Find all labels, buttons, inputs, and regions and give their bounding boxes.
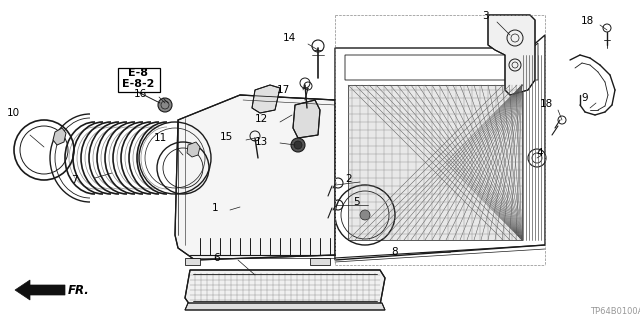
Circle shape <box>323 216 331 224</box>
Text: 8: 8 <box>392 247 398 257</box>
Bar <box>118 68 160 92</box>
Circle shape <box>158 98 172 112</box>
Text: 16: 16 <box>134 89 147 99</box>
Polygon shape <box>175 95 335 260</box>
Text: 15: 15 <box>220 132 233 142</box>
Text: 3: 3 <box>483 11 489 21</box>
Polygon shape <box>348 85 522 240</box>
Polygon shape <box>185 270 385 305</box>
Polygon shape <box>185 303 385 310</box>
Text: 7: 7 <box>72 175 78 185</box>
Text: 2: 2 <box>346 174 352 184</box>
Polygon shape <box>252 85 280 113</box>
Text: 18: 18 <box>540 99 553 109</box>
Text: 11: 11 <box>154 133 167 143</box>
Circle shape <box>291 138 305 152</box>
Text: FR.: FR. <box>68 284 90 297</box>
Circle shape <box>294 141 302 149</box>
Text: TP64B0100A: TP64B0100A <box>590 308 640 316</box>
Polygon shape <box>15 280 65 300</box>
Text: 14: 14 <box>283 33 296 43</box>
Circle shape <box>360 210 370 220</box>
Polygon shape <box>187 142 200 157</box>
Text: E-8-2: E-8-2 <box>122 79 154 89</box>
Polygon shape <box>53 128 66 145</box>
Text: 12: 12 <box>255 114 268 124</box>
Polygon shape <box>488 15 535 95</box>
Text: 5: 5 <box>353 197 360 207</box>
Text: E-8: E-8 <box>128 68 148 78</box>
Polygon shape <box>310 258 330 265</box>
Text: 9: 9 <box>581 93 588 103</box>
Polygon shape <box>293 100 320 138</box>
Text: 18: 18 <box>580 16 594 26</box>
Text: 4: 4 <box>536 148 543 158</box>
Text: 6: 6 <box>213 253 220 263</box>
Text: 10: 10 <box>7 108 20 118</box>
Text: 1: 1 <box>211 203 218 213</box>
Text: 17: 17 <box>276 85 290 95</box>
Text: 13: 13 <box>255 137 268 147</box>
Polygon shape <box>185 258 200 265</box>
Circle shape <box>323 194 331 202</box>
